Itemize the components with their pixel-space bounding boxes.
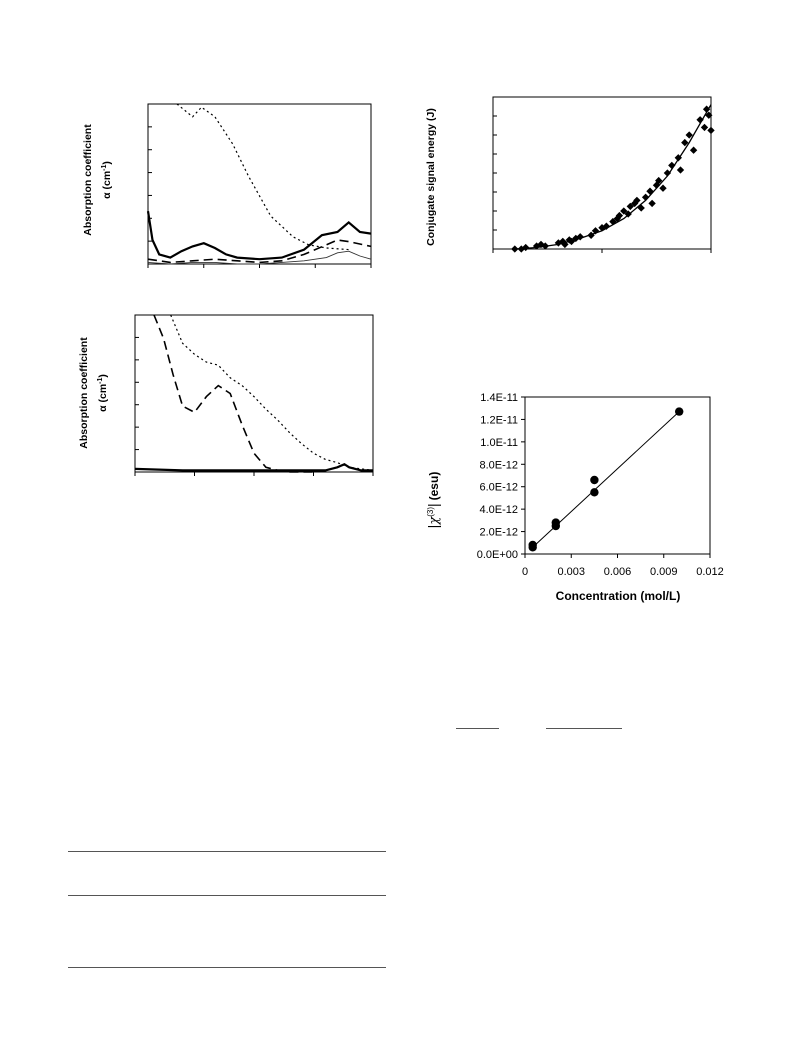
abs2-series-2 xyxy=(134,462,373,472)
chi3-frame xyxy=(524,396,711,555)
abs2-plot-area xyxy=(134,314,374,476)
chi3-ytick-label: 4.0E-12 xyxy=(479,504,518,516)
chi3-xtick-label: 0 xyxy=(522,566,528,578)
signal-point xyxy=(700,123,709,132)
chi3-ytick-label: 0.0E+00 xyxy=(477,549,518,561)
chi3-point xyxy=(675,407,684,416)
short-rule-2 xyxy=(546,728,622,729)
chi3-ytick-label: 8.0E-12 xyxy=(479,459,518,471)
chi3-ytick-label: 2.0E-12 xyxy=(479,527,518,539)
signal-point xyxy=(676,166,685,174)
abs2-series-1 xyxy=(153,314,314,473)
signal-point xyxy=(663,169,672,177)
chi3-point xyxy=(528,540,537,550)
signal-point xyxy=(707,126,715,135)
chi3-xtick-label: 0.006 xyxy=(604,566,632,578)
abs1-series-3 xyxy=(147,250,372,265)
chi3-chart: 0.0E+00 2.0E-12 4.0E-12 6.0E-12 8.0E-12 1.0E-… xyxy=(420,385,750,610)
short-rule-1 xyxy=(456,728,499,729)
signal-chart: Conjugate signal energy (J) xyxy=(410,85,715,265)
signal-point xyxy=(633,196,641,205)
chi3-xlabel: Concentration (mol/L) xyxy=(556,589,681,603)
chi3-ylabel: |χ(3)|(esu) xyxy=(425,472,442,529)
chi3-ytick-label: 1.0E-11 xyxy=(480,437,518,449)
chi3-plot-area: 0.0E+00 2.0E-12 4.0E-12 6.0E-12 8.0E-12 1.0E-… xyxy=(477,392,724,578)
chi3-point xyxy=(590,475,599,485)
chi3-xtick-label: 0.009 xyxy=(650,566,678,578)
svg-text:|χ(3)|(esu): |χ(3)|(esu) xyxy=(425,472,442,529)
chi3-point xyxy=(551,518,560,527)
abs1-frame xyxy=(147,103,372,265)
signal-point xyxy=(689,146,698,154)
abs1-series-0 xyxy=(176,103,349,251)
abs1-plot-area xyxy=(146,103,372,268)
signal-ylabel: Conjugate signal energy (J) xyxy=(425,108,437,246)
chi3-ytick-label: 1.2E-11 xyxy=(480,414,518,426)
abs1-series-1 xyxy=(146,211,372,261)
abs-chart-2: Absorption coefficient α (cm-1) xyxy=(70,305,380,485)
signal-plot-area xyxy=(492,96,715,253)
chi3-xtick-label: 0.003 xyxy=(557,566,585,578)
chi3-ytick-label: 6.0E-12 xyxy=(479,482,518,494)
signal-point xyxy=(648,199,656,208)
abs2-series-0 xyxy=(170,314,374,471)
chi3-ytick-label: 1.4E-11 xyxy=(480,392,518,404)
abs1-ylabel-line2: α (cm-1) xyxy=(101,161,113,199)
abs1-ylabel-line1: Absorption coefficient xyxy=(82,124,94,236)
chi3-chart-svg: 0.0E+00 2.0E-12 4.0E-12 6.0E-12 8.0E-12 1.0E-… xyxy=(425,392,724,603)
signal-chart-svg: Conjugate signal energy (J) xyxy=(425,96,715,253)
signal-point xyxy=(659,184,667,192)
abs2-frame xyxy=(134,314,374,473)
abs2-ylabel-line1: Absorption coefficient xyxy=(78,337,90,449)
abs-chart-1: Absorption coefficient α (cm-1) xyxy=(70,88,385,273)
signal-point xyxy=(646,187,654,195)
abs2-ylabel-line2: α (cm-1) xyxy=(97,374,109,412)
signal-fit-line xyxy=(514,104,712,250)
abs-chart-1-svg: Absorption coefficient α (cm-1) xyxy=(82,103,372,268)
chi3-point xyxy=(590,488,599,497)
signal-point xyxy=(702,105,711,113)
table-rule-middle xyxy=(68,895,386,896)
table-rule-top xyxy=(68,851,386,852)
chi3-xtick-label: 0.012 xyxy=(696,566,724,578)
table-rule-bottom xyxy=(68,967,386,968)
abs-chart-2-svg: Absorption coefficient α (cm-1) xyxy=(78,314,374,476)
